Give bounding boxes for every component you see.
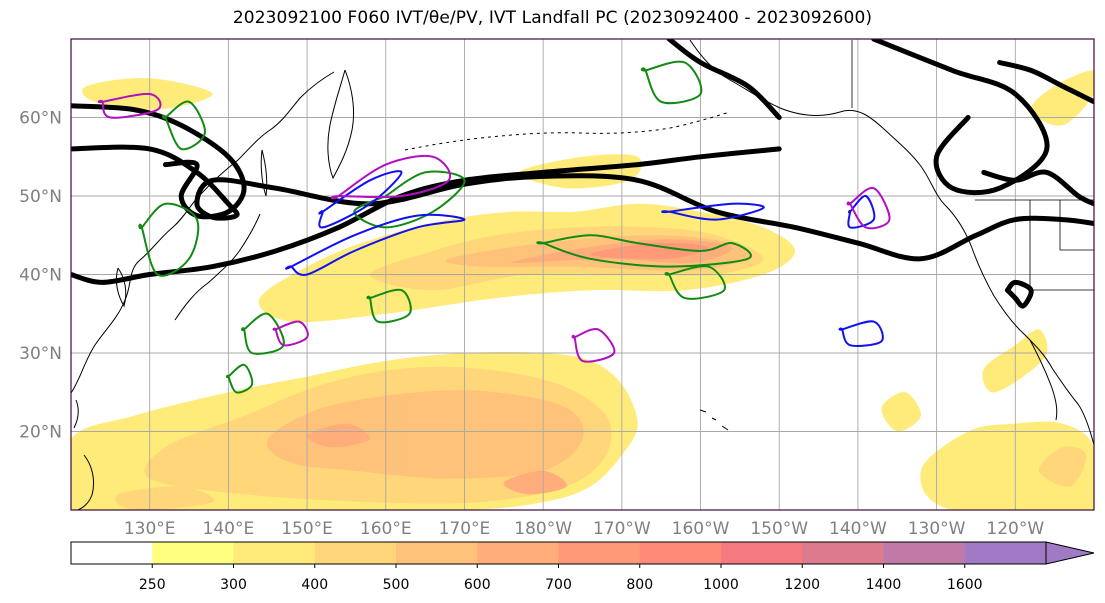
- pv-contour-green: [138, 202, 200, 277]
- y-tick-label: 20°N: [19, 423, 62, 443]
- coastline-aleutians: [404, 111, 731, 151]
- y-tick-label: 50°N: [19, 187, 62, 207]
- x-tick-label: 150°E: [281, 519, 333, 539]
- theta-e-contour: [71, 103, 247, 220]
- colorbar-labels: 250 300 400 500 600 700 800 1000 1200 1400 1600: [139, 564, 983, 593]
- x-axis-labels: 130°E 140°E 150°E 160°E 170°E 180°W 170°W 160°W…: [124, 519, 1045, 539]
- ivt-region-300: [1030, 70, 1094, 126]
- x-tick-label: 140°W: [829, 519, 887, 539]
- colorbar-segment: [964, 542, 1047, 564]
- x-tick-label: 170°E: [439, 519, 491, 539]
- x-tick-label: 140°E: [203, 519, 255, 539]
- pv-contour-magenta: [571, 327, 616, 363]
- colorbar-tick-label: 250: [139, 577, 166, 593]
- y-axis-labels: 20°N 30°N 40°N 50°N 60°N: [19, 109, 62, 443]
- colorbar-tick-label: 300: [220, 577, 247, 593]
- coastline-west-coast: [944, 204, 1094, 446]
- colorbar-tick-label: 1200: [784, 577, 820, 593]
- colorbar-tick-label: 600: [464, 577, 491, 593]
- coastline-sakhalin: [260, 149, 268, 197]
- colorbar-segment: [233, 542, 316, 564]
- pv-contour-magenta: [97, 92, 162, 119]
- pv-contour-green: [536, 234, 752, 268]
- colorbar-tick-label: 1600: [947, 577, 983, 593]
- x-tick-label: 160°W: [672, 519, 730, 539]
- pv-contour-green: [241, 312, 285, 355]
- y-tick-label: 30°N: [19, 344, 62, 364]
- colorbar-segment: [883, 542, 966, 564]
- colorbar-segment: [639, 542, 722, 564]
- x-tick-label: 160°E: [360, 519, 412, 539]
- ivt-region-300: [881, 392, 922, 432]
- map-frame: [70, 38, 1095, 511]
- colorbar-segment: [721, 542, 803, 564]
- colorbar-segment: [152, 542, 234, 564]
- colorbar-extend-arrow: [1045, 541, 1095, 565]
- colorbar: [70, 541, 1095, 565]
- y-tick-label: 60°N: [19, 109, 62, 129]
- x-tick-label: 180°W: [514, 519, 572, 539]
- colorbar-tick-label: 1400: [866, 577, 902, 593]
- coastline-kamchatka: [327, 69, 355, 180]
- colorbar-segment: [314, 542, 397, 564]
- ivt-region-400: [1038, 446, 1087, 487]
- coastline-baja: [1029, 339, 1058, 421]
- ivt-region-600: [306, 423, 371, 448]
- coastline-taiwan-philippines: [73, 399, 95, 510]
- colorbar-tick-label: 700: [545, 577, 572, 593]
- x-tick-label: 130°E: [124, 519, 176, 539]
- pv-contour-blue: [318, 170, 403, 229]
- ivt-filled-contours: [71, 70, 1094, 510]
- chart-title: 2023092100 F060 IVT/θe/PV, IVT Landfall …: [232, 8, 873, 28]
- pv-contour-green: [366, 288, 412, 324]
- theta-e-contour: [871, 39, 1050, 196]
- coastline-alaska: [689, 39, 946, 206]
- pv-contour-magenta: [330, 154, 451, 200]
- colorbar-segment: [802, 542, 884, 564]
- colorbar-segment: [477, 542, 559, 564]
- hawaii-islands: [699, 409, 729, 431]
- colorbar-segment: [71, 542, 153, 564]
- colorbar-tick-label: 1000: [703, 577, 739, 593]
- x-tick-label: 120°W: [986, 519, 1044, 539]
- y-tick-label: 40°N: [19, 266, 62, 286]
- pv-contour-blue: [661, 202, 765, 221]
- ivt-region-700: [590, 242, 709, 260]
- x-tick-label: 170°W: [593, 519, 651, 539]
- map-area: [71, 39, 1094, 510]
- pv-contour-magenta: [846, 186, 891, 230]
- pv-contour-green: [640, 60, 703, 105]
- colorbar-segment: [558, 542, 641, 564]
- theta-e-contour: [71, 146, 782, 285]
- pv-contours: [97, 60, 891, 394]
- theta-e-contour: [666, 39, 782, 120]
- theta-e-contour: [981, 169, 1094, 207]
- ivt-region-400: [115, 486, 215, 510]
- x-tick-label: 130°W: [908, 519, 966, 539]
- pv-contour-blue: [838, 320, 884, 347]
- colorbar-tick-label: 800: [626, 577, 653, 593]
- coastline-japan: [174, 213, 261, 321]
- theta-e-contour: [997, 60, 1094, 105]
- colorbar-tick-label: 500: [383, 577, 410, 593]
- pv-contour-green: [161, 100, 206, 151]
- ivt-region-600: [503, 470, 568, 495]
- colorbar-tick-label: 400: [301, 577, 328, 593]
- ivt-region-300: [920, 421, 1094, 510]
- pv-contour-green: [664, 265, 726, 300]
- colorbar-segment: [396, 542, 478, 564]
- pv-contour-blue: [285, 213, 466, 276]
- x-tick-label: 150°W: [750, 519, 808, 539]
- pv-contour-magenta: [272, 320, 309, 347]
- ivt-region-500: [266, 390, 584, 479]
- theta-e-contour: [1004, 279, 1034, 309]
- pv-contour-green: [225, 363, 254, 394]
